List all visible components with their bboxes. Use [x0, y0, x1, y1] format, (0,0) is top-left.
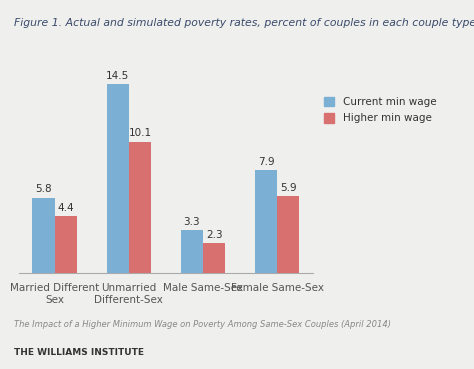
- Text: 5.8: 5.8: [35, 184, 52, 194]
- Bar: [107, 84, 129, 273]
- Text: 10.1: 10.1: [128, 128, 152, 138]
- Text: THE WILLIAMS INSTITUTE: THE WILLIAMS INSTITUTE: [14, 348, 144, 357]
- Bar: [129, 142, 151, 273]
- Text: 14.5: 14.5: [106, 71, 129, 81]
- Text: 3.3: 3.3: [183, 217, 200, 227]
- Bar: [255, 170, 277, 273]
- Bar: [181, 230, 203, 273]
- Bar: [277, 196, 300, 273]
- Text: 2.3: 2.3: [206, 230, 222, 240]
- Text: Figure 1. Actual and simulated poverty rates, percent of couples in each couple : Figure 1. Actual and simulated poverty r…: [14, 18, 474, 28]
- Text: 7.9: 7.9: [258, 157, 274, 167]
- Text: 4.4: 4.4: [57, 203, 74, 213]
- Bar: [203, 243, 225, 273]
- Bar: [32, 197, 55, 273]
- Text: 5.9: 5.9: [280, 183, 297, 193]
- Text: The Impact of a Higher Minimum Wage on Poverty Among Same-Sex Couples (April 201: The Impact of a Higher Minimum Wage on P…: [14, 320, 391, 329]
- Legend: Current min wage, Higher min wage: Current min wage, Higher min wage: [324, 97, 436, 123]
- Bar: [55, 216, 77, 273]
